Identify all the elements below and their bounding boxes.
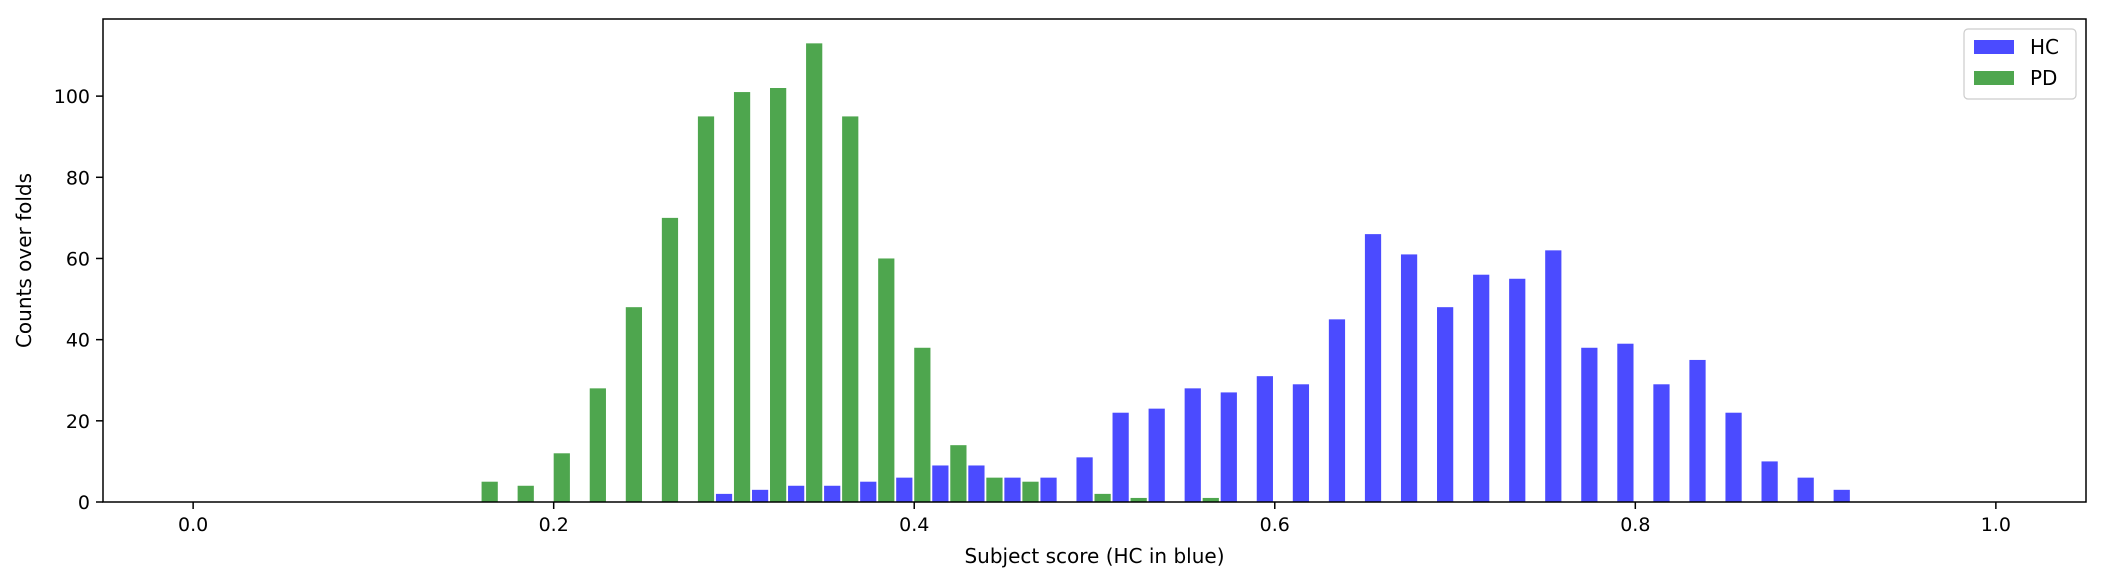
bar-pd-0.20 <box>553 453 570 502</box>
bar-hc-0.36 <box>824 485 841 502</box>
y-tick-label: 100 <box>54 86 90 108</box>
bar-hc-0.46 <box>1004 477 1021 502</box>
bar-pd-0.42 <box>950 445 967 502</box>
bar-pd-0.50 <box>1094 493 1111 502</box>
bar-hc-0.82 <box>1653 384 1670 502</box>
x-tick-label: 0.8 <box>1620 514 1650 536</box>
bar-pd-0.44 <box>986 477 1003 502</box>
bar-hc-0.64 <box>1328 319 1346 502</box>
bar-hc-0.74 <box>1509 278 1526 502</box>
bar-pd-0.26 <box>661 217 679 502</box>
bar-hc-0.90 <box>1797 477 1814 502</box>
bar-pd-0.36 <box>842 116 859 502</box>
bar-hc-0.72 <box>1473 274 1490 502</box>
y-tick-label: 0 <box>78 492 90 514</box>
y-tick-label: 20 <box>66 411 90 433</box>
bar-hc-0.58 <box>1220 392 1237 502</box>
y-axis-ticks: 0 20 40 60 80 100 <box>54 86 103 514</box>
bar-hc-0.52 <box>1112 412 1129 502</box>
bar-pd-0.16 <box>481 481 498 502</box>
y-tick-label: 40 <box>66 330 90 352</box>
bar-hc-0.34 <box>788 485 805 502</box>
bars-layer <box>481 43 1850 503</box>
x-tick-label: 1.0 <box>1981 514 2011 536</box>
y-tick-label: 60 <box>66 248 90 270</box>
plot-frame <box>102 18 2087 503</box>
bar-hc-0.56 <box>1184 388 1201 502</box>
bar-hc-0.88 <box>1761 461 1778 502</box>
bar-pd-0.24 <box>625 307 643 502</box>
bar-hc-0.92 <box>1833 489 1850 502</box>
x-axis-label: Subject score (HC in blue) <box>964 544 1224 568</box>
bar-hc-0.66 <box>1364 234 1382 502</box>
bar-pd-0.52 <box>1130 497 1147 502</box>
bar-hc-0.50 <box>1076 457 1093 502</box>
bar-hc-0.76 <box>1545 250 1562 502</box>
legend-swatch-hc <box>1974 40 2014 54</box>
x-tick-label: 0.4 <box>899 514 929 536</box>
y-axis-label: Counts over folds <box>12 173 36 348</box>
bar-hc-0.44 <box>968 465 985 502</box>
bar-hc-0.30 <box>715 493 733 502</box>
bar-hc-0.54 <box>1148 408 1165 502</box>
bar-hc-0.48 <box>1040 477 1057 502</box>
bar-pd-0.32 <box>770 88 787 502</box>
bar-pd-0.28 <box>697 116 715 502</box>
x-tick-label: 0.0 <box>178 514 208 536</box>
bar-hc-0.80 <box>1617 343 1634 502</box>
bar-pd-0.40 <box>914 347 931 502</box>
bar-pd-0.22 <box>589 388 606 502</box>
legend-box <box>1963 28 2077 100</box>
x-tick-label: 0.6 <box>1260 514 1290 536</box>
bar-hc-0.84 <box>1689 359 1706 502</box>
bar-hc-0.60 <box>1256 376 1273 502</box>
bar-pd-0.46 <box>1022 481 1039 502</box>
bar-hc-0.70 <box>1437 307 1454 502</box>
bar-hc-0.68 <box>1400 254 1418 502</box>
legend: HC PD <box>1963 28 2077 100</box>
bar-hc-0.32 <box>751 489 769 502</box>
bar-hc-0.40 <box>896 477 913 502</box>
x-axis-ticks: 0.0 0.2 0.4 0.6 0.8 1.0 <box>178 502 2011 536</box>
bar-pd-0.18 <box>517 485 534 502</box>
legend-label-hc: HC <box>2030 35 2059 59</box>
bar-hc-0.62 <box>1292 384 1310 502</box>
bar-hc-0.38 <box>860 481 877 502</box>
bar-hc-0.42 <box>932 465 949 502</box>
y-tick-label: 80 <box>66 167 90 189</box>
legend-swatch-pd <box>1974 71 2014 85</box>
bar-pd-0.56 <box>1202 497 1219 502</box>
legend-label-pd: PD <box>2030 66 2057 90</box>
bar-pd-0.34 <box>806 43 823 503</box>
x-tick-label: 0.2 <box>539 514 569 536</box>
bar-hc-0.78 <box>1581 347 1598 502</box>
bar-pd-0.30 <box>733 92 751 502</box>
bar-pd-0.38 <box>878 258 895 502</box>
bar-hc-0.86 <box>1725 412 1742 502</box>
